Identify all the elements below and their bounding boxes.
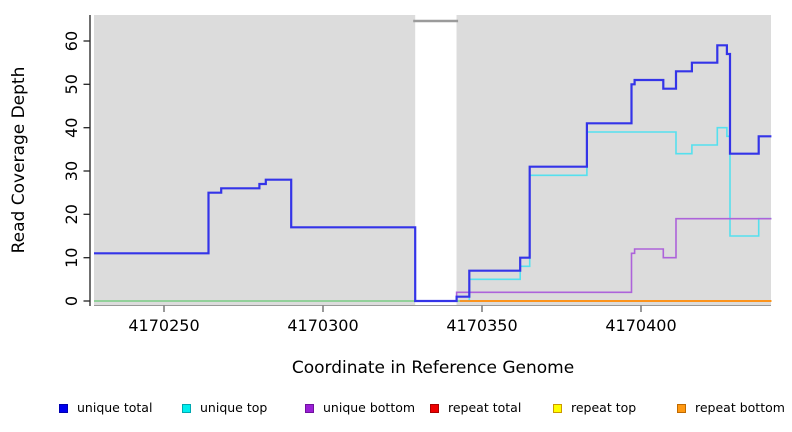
y-tick-label: 50	[62, 74, 81, 94]
x-tick-label: 4170250	[128, 316, 199, 335]
y-tick-label: 20	[62, 204, 81, 224]
y-tick-label: 0	[62, 296, 81, 306]
y-axis-title: Read Coverage Depth	[9, 67, 29, 254]
series-lines	[94, 44, 772, 303]
y-tick-label: 60	[62, 31, 81, 51]
plot-panel	[94, 15, 771, 305]
y-tick-label: 30	[62, 161, 81, 181]
series-line-unique-bottom	[94, 217, 772, 302]
x-axis-title: Coordinate in Reference Genome	[292, 358, 574, 378]
y-tick-label: 10	[62, 248, 81, 268]
series-line-unique-total	[94, 44, 772, 303]
axes: 0 10 20 30 40 50 60 4170250 4170300 4170350 417040…	[62, 15, 771, 335]
x-tick-label: 4170400	[605, 316, 676, 335]
x-tick-label: 4170350	[446, 316, 517, 335]
coverage-gap-band	[415, 15, 457, 305]
x-tick-label: 4170300	[287, 316, 358, 335]
y-tick-label: 40	[62, 118, 81, 138]
series-line-unique-top	[94, 126, 772, 302]
